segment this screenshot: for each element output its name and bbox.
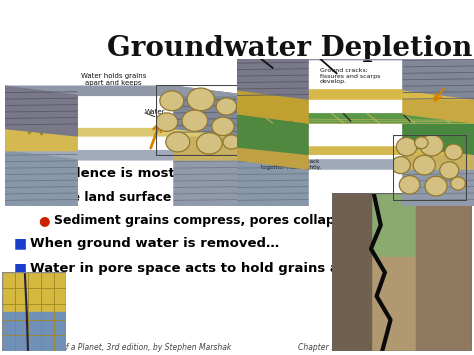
Text: Heavy
irrigation: Heavy irrigation <box>408 77 436 88</box>
Circle shape <box>155 113 178 131</box>
Polygon shape <box>237 90 474 99</box>
Circle shape <box>413 155 435 175</box>
Polygon shape <box>5 129 77 151</box>
Circle shape <box>440 162 459 179</box>
Polygon shape <box>5 129 246 136</box>
Bar <box>332 257 472 351</box>
Polygon shape <box>237 114 308 154</box>
Polygon shape <box>174 86 246 136</box>
Text: ■: ■ <box>14 261 27 275</box>
Bar <box>416 193 472 351</box>
Circle shape <box>223 135 240 149</box>
Polygon shape <box>237 114 474 123</box>
Polygon shape <box>237 160 474 169</box>
Text: ■: ■ <box>14 167 27 181</box>
Circle shape <box>396 137 417 156</box>
Polygon shape <box>5 86 246 95</box>
Polygon shape <box>237 59 308 99</box>
Polygon shape <box>237 147 474 154</box>
Circle shape <box>415 137 428 149</box>
Polygon shape <box>237 147 308 169</box>
Circle shape <box>182 110 208 131</box>
Polygon shape <box>403 147 474 169</box>
Circle shape <box>399 176 420 194</box>
Circle shape <box>216 98 237 115</box>
Bar <box>332 193 371 351</box>
Polygon shape <box>237 160 308 206</box>
Bar <box>2 312 66 351</box>
Text: ●: ● <box>38 214 49 226</box>
Polygon shape <box>403 160 474 206</box>
Polygon shape <box>174 151 246 206</box>
Circle shape <box>425 176 447 196</box>
Text: Water: Water <box>145 109 165 115</box>
Text: Groundwater Depletion: Groundwater Depletion <box>107 35 473 62</box>
Text: Chapter 19: A Hidden Reserve: Groundwater: Chapter 19: A Hidden Reserve: Groundwate… <box>298 343 469 352</box>
Polygon shape <box>5 151 246 160</box>
Polygon shape <box>237 90 308 123</box>
Text: ●: ● <box>38 191 49 203</box>
Circle shape <box>197 133 222 154</box>
Text: Subsidence is mostly irreversible.: Subsidence is mostly irreversible. <box>30 168 285 180</box>
Text: Sediment grains compress, pores collapse.: Sediment grains compress, pores collapse… <box>54 214 356 226</box>
Polygon shape <box>403 59 474 99</box>
Circle shape <box>212 117 234 136</box>
Text: Aquifer has
become thinner.
Air-filled pores
collapse; grains pack
together more: Aquifer has become thinner. Air-filled p… <box>261 141 321 170</box>
Polygon shape <box>5 86 77 136</box>
Circle shape <box>420 135 443 156</box>
Circle shape <box>445 144 463 160</box>
Circle shape <box>391 157 410 174</box>
Circle shape <box>187 88 214 111</box>
Polygon shape <box>174 129 246 160</box>
Circle shape <box>451 177 465 190</box>
Bar <box>332 193 472 257</box>
Bar <box>2 272 66 312</box>
Text: Earth: Portrait of a Planet, 3rd edition, by Stephen Marshak: Earth: Portrait of a Planet, 3rd edition… <box>5 343 231 352</box>
Circle shape <box>160 91 184 111</box>
Circle shape <box>166 132 190 152</box>
Text: Ground cracks;
fissures and scarps
develop.: Ground cracks; fissures and scarps devel… <box>320 68 380 84</box>
Polygon shape <box>403 90 474 123</box>
Text: ■: ■ <box>14 236 27 250</box>
Polygon shape <box>403 114 474 154</box>
Text: Water in pore space acts to hold grains apart.: Water in pore space acts to hold grains … <box>30 262 375 274</box>
Text: Water holds grains
apart and keeps
pores open.: Water holds grains apart and keeps pores… <box>81 73 146 93</box>
Polygon shape <box>5 151 77 206</box>
Text: When ground water is removed…: When ground water is removed… <box>30 237 279 250</box>
Text: Air: Air <box>422 129 430 133</box>
Text: The land surface cracks and sinks.: The land surface cracks and sinks. <box>54 191 296 203</box>
